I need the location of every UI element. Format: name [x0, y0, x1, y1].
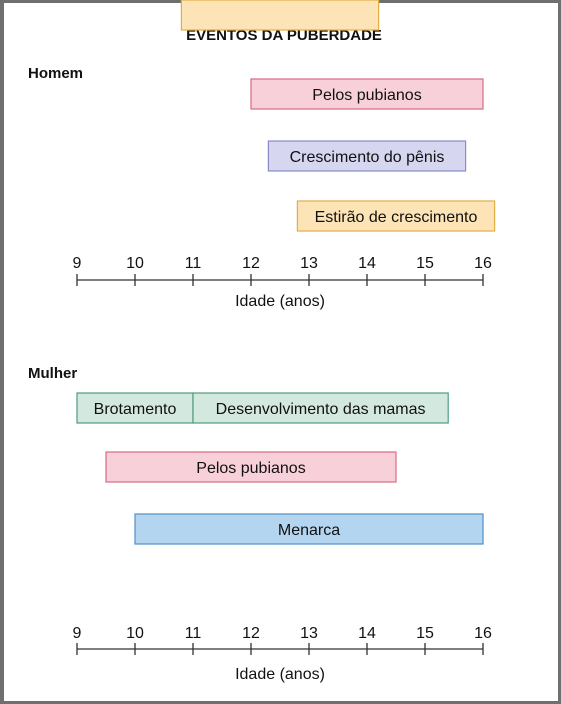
- group-label: Mulher: [28, 365, 77, 382]
- x-tick-label: 9: [73, 255, 82, 272]
- event-bar-label: Menarca: [278, 522, 340, 539]
- x-tick-label: 10: [126, 255, 144, 272]
- event-bar-label: Brotamento: [94, 401, 177, 418]
- event-bar-label: Pelos pubianos: [196, 460, 305, 477]
- x-tick-label: 12: [242, 625, 260, 642]
- event-bar: [105, 451, 397, 483]
- x-tick-label: 10: [126, 625, 144, 642]
- event-bar-label: Desenvolvimento das mamas: [216, 401, 426, 418]
- x-tick-label: 14: [358, 255, 376, 272]
- x-tick-label: 14: [358, 625, 376, 642]
- event-bar: [192, 392, 449, 424]
- event-bar: [267, 140, 467, 172]
- x-tick-label: 11: [185, 625, 202, 642]
- x-tick-label: 13: [300, 625, 318, 642]
- x-tick-label: 13: [300, 255, 318, 272]
- group-label: Homem: [28, 65, 83, 82]
- x-axis-label: Idade (anos): [235, 666, 325, 683]
- x-tick-label: 15: [416, 625, 434, 642]
- event-bar-label: Crescimento do pênis: [290, 149, 445, 166]
- event-bar: [180, 0, 380, 31]
- figure-title: EVENTOS DA PUBERDADE: [186, 27, 382, 44]
- event-bar-label: Estirão de crescimento: [199, 0, 362, 4]
- event-bar: [250, 78, 484, 110]
- x-tick-label: 11: [185, 255, 202, 272]
- panel-homem: Homem Pelos pubianos Crescimento do pênis E…: [28, 65, 496, 310]
- x-tick-label: 15: [416, 255, 434, 272]
- event-bar-label: Estirão de crescimento: [315, 209, 478, 226]
- event-bar: [76, 392, 194, 424]
- panel-mulher: Mulher Brotamento Desenvolvimento das mama…: [28, 0, 492, 683]
- event-bar: [134, 513, 484, 545]
- x-tick-label: 16: [474, 255, 492, 272]
- event-bar-label: Pelos pubianos: [312, 87, 421, 104]
- x-tick-label: 9: [73, 625, 82, 642]
- event-bar: [296, 200, 496, 232]
- x-tick-label: 16: [474, 625, 492, 642]
- x-axis-label: Idade (anos): [235, 293, 325, 310]
- x-tick-label: 12: [242, 255, 260, 272]
